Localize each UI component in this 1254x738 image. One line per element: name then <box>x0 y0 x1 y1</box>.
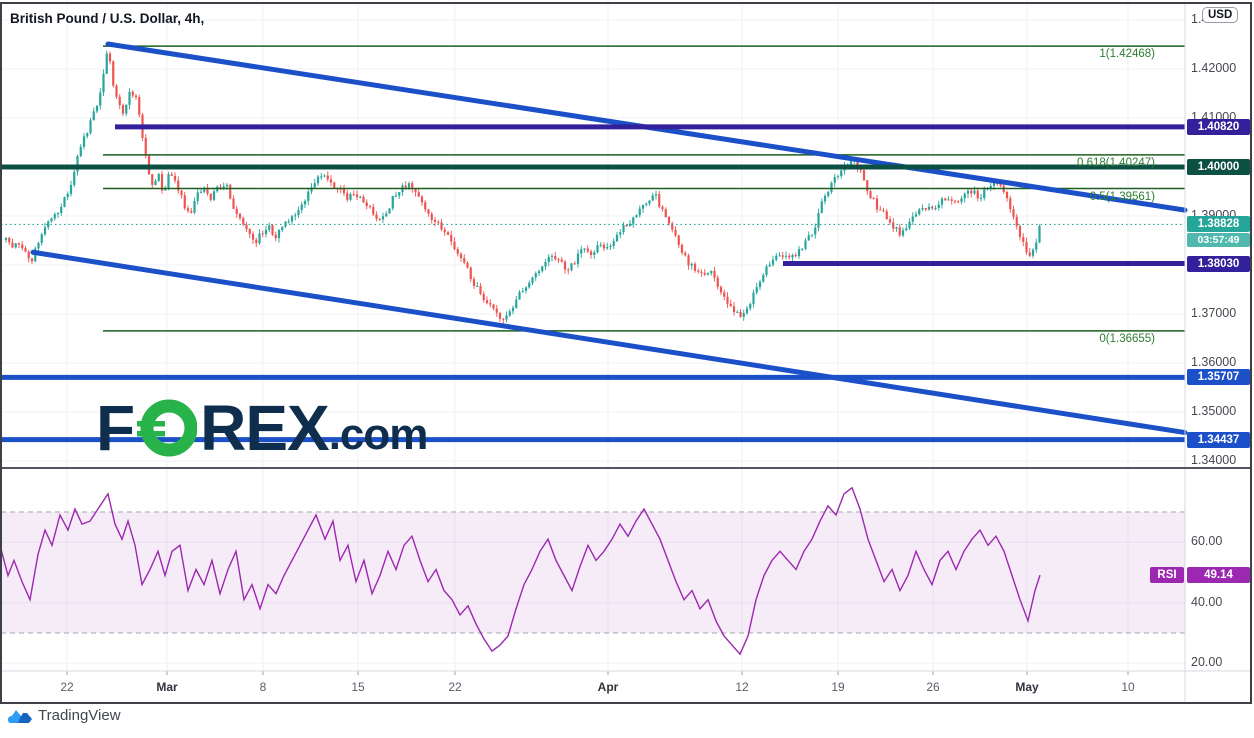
watermark-letters-rex: REX <box>200 392 330 464</box>
tradingview-logo-icon <box>8 710 32 723</box>
chart-title: British Pound / U.S. Dollar, 4h, <box>10 11 205 26</box>
tradingview-attribution[interactable]: TradingView <box>8 707 121 724</box>
forex-o-icon <box>137 399 198 457</box>
watermark-dotcom: .com <box>328 410 429 459</box>
forex-watermark: F REX .com <box>96 390 429 466</box>
tradingview-logo-text: TradingView <box>38 707 121 724</box>
watermark-letter-f: F <box>96 392 135 464</box>
currency-toggle-button[interactable]: USD <box>1202 7 1239 23</box>
